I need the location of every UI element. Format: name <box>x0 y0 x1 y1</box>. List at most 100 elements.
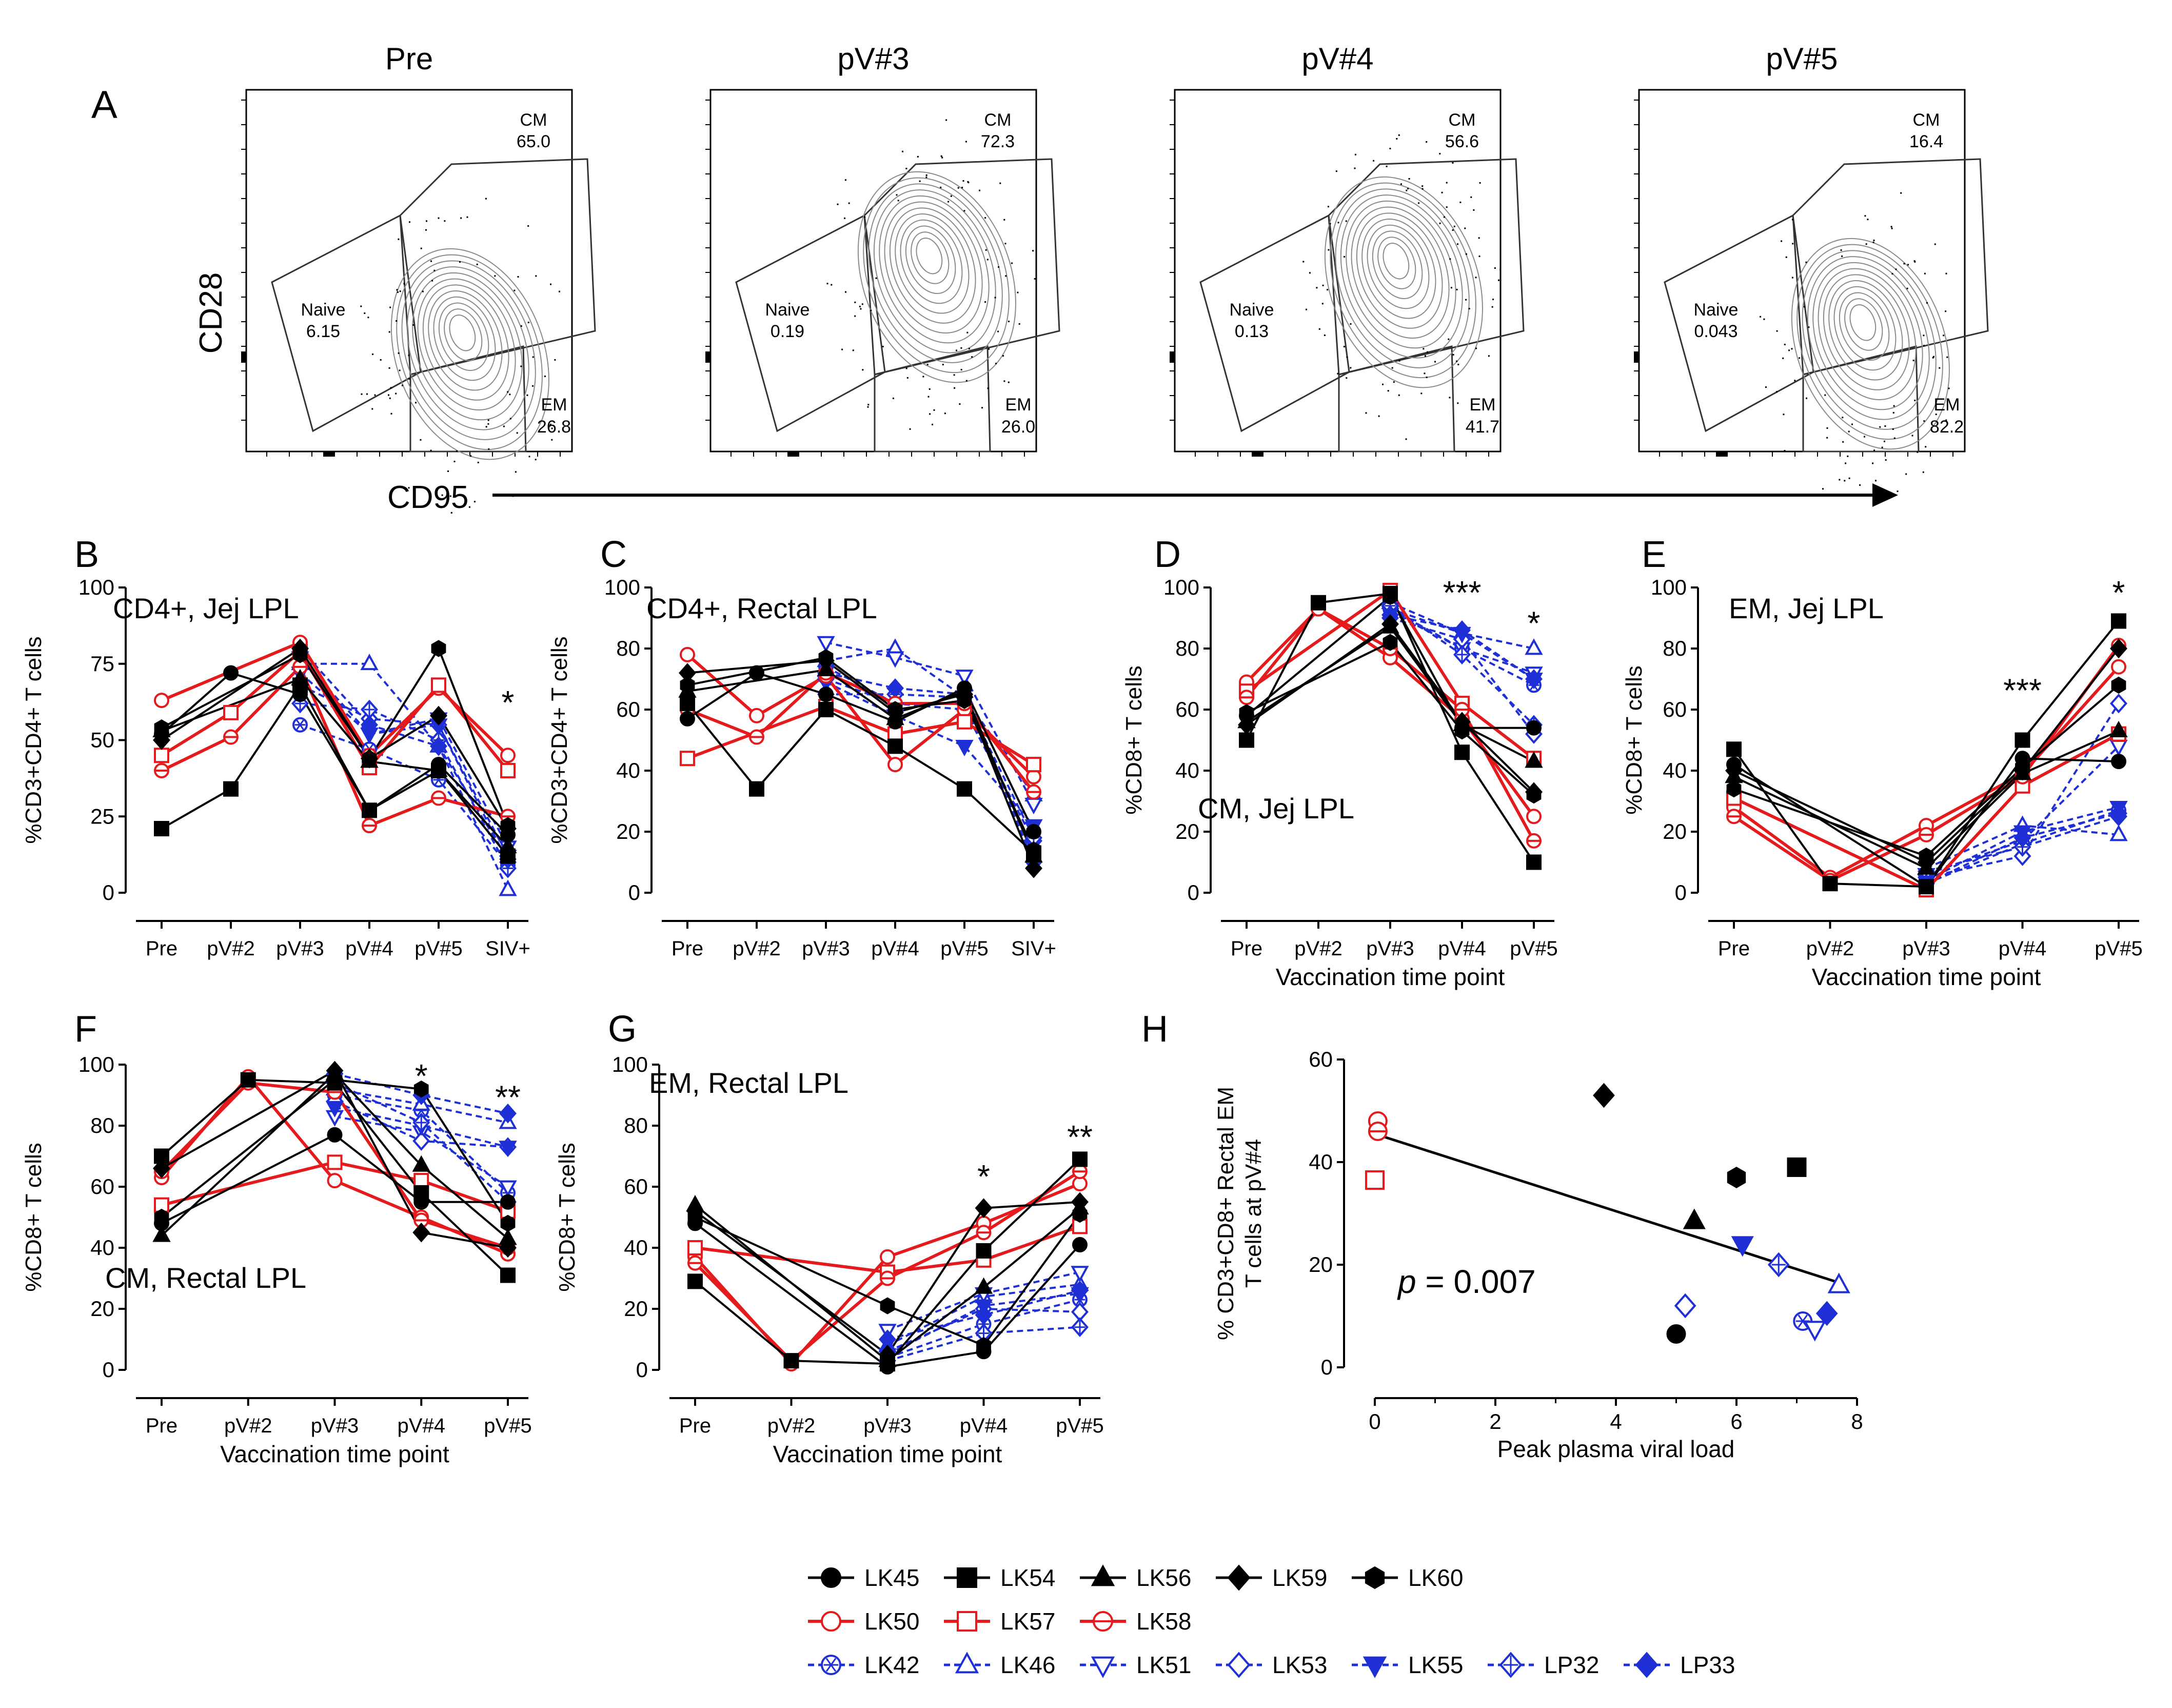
significance-marker: ** <box>1067 1118 1093 1155</box>
y-tick-label: 80 <box>624 1113 648 1137</box>
marker-lk56 <box>976 1280 991 1293</box>
x-tick-label: 4 <box>1610 1409 1622 1434</box>
marker-lk45 <box>1027 825 1040 838</box>
y-tick-label: 0 <box>103 880 114 905</box>
marker-lk58 <box>1727 810 1741 823</box>
marker-lk54 <box>1455 745 1469 759</box>
marker-lk54 <box>501 1269 515 1282</box>
marker-lk50 <box>888 758 902 771</box>
marker-lk57 <box>958 715 971 729</box>
flow-plot-3: pV#4Naive0.13CM56.6EM41.7 <box>1170 42 1524 457</box>
marker-lk50 <box>681 648 694 661</box>
y-tick-label: 20 <box>624 1297 648 1321</box>
marker-lk60 <box>502 1216 515 1231</box>
marker-lk42 <box>293 718 307 732</box>
y-tick-label: 100 <box>78 575 114 599</box>
marker-lk58 <box>363 819 376 832</box>
chart-panel-d: D 0 20 40 60 80 100 Pre pV#2 pV#3 pV#4 pV#5 %CD8+ T … <box>1121 534 1558 990</box>
marker-lk42 <box>822 1656 840 1674</box>
chart-panel-h: H02040600 2 4 6 8Peak plasma viral load% CD3… <box>1141 1009 1863 1462</box>
em-gate-label: EM <box>1470 395 1496 415</box>
legend-item-lk55: LK55 <box>1352 1652 1463 1678</box>
marker-lk58 <box>1240 691 1253 704</box>
marker-lk57 <box>501 764 515 777</box>
regression-line <box>1375 1134 1839 1283</box>
marker-lk58 <box>688 1257 702 1270</box>
significance-marker: * <box>977 1158 990 1195</box>
y-tick-label: 60 <box>1175 697 1199 721</box>
contour-density <box>1760 192 1977 492</box>
marker-lk60 <box>432 641 445 656</box>
panel-letter-f: F <box>74 1009 97 1050</box>
chart-panel-f: F020406080100Pre pV#2 pV#3 pV#4 pV#5%CD8+ T … <box>21 1009 532 1467</box>
marker-lk58 <box>432 792 445 805</box>
y-tick-label: 60 <box>1663 697 1687 721</box>
marker-lk46 <box>1829 1275 1848 1292</box>
marker-lk50 <box>1527 810 1541 823</box>
cm-gate-label: CM <box>1449 110 1476 130</box>
panel-letter-e: E <box>1642 534 1666 575</box>
series-line-lk54 <box>1734 621 2119 887</box>
em-gate <box>1803 346 1919 451</box>
marker-lk51 <box>1805 1322 1824 1339</box>
naive-gate-label: Naive <box>1230 300 1274 320</box>
p-value: p = 0.007 <box>1397 1263 1536 1300</box>
flow-y-axis-label: CD28 <box>193 272 229 354</box>
marker-lk45 <box>1073 1238 1087 1251</box>
naive-gate-label: Naive <box>1694 300 1739 320</box>
cm-percent: 16.4 <box>1909 132 1943 151</box>
marker-lk54 <box>958 1568 976 1587</box>
marker-lk58 <box>977 1226 991 1239</box>
legend-label: LK51 <box>1136 1652 1191 1678</box>
flow-plot-4: pV#5Naive0.043CM16.4EM82.2 <box>1634 42 1988 492</box>
marker-lk54 <box>242 1073 255 1087</box>
contour-density <box>360 198 577 514</box>
marker-lk54 <box>1824 877 1837 890</box>
series-line-lk56 <box>687 670 1034 856</box>
em-percent: 82.2 <box>1930 417 1964 437</box>
marker-lk54 <box>1384 587 1397 600</box>
legend-item-lk57: LK57 <box>944 1608 1055 1635</box>
legend-label: LP33 <box>1680 1652 1735 1678</box>
naive-gate <box>736 215 885 431</box>
y-tick-label: 0 <box>1188 880 1199 905</box>
em-gate-label: EM <box>1005 395 1032 415</box>
x-tick-label: 0 <box>1369 1409 1380 1434</box>
marker-lk60 <box>155 1210 168 1225</box>
series-line-lk50 <box>1734 667 2119 878</box>
marker-lk60 <box>2112 678 2125 693</box>
naive-gate-label: Naive <box>765 300 810 320</box>
marker-lk58 <box>1027 786 1040 799</box>
x-axis-label: Vaccination time point <box>773 1441 1002 1467</box>
marker-lk60 <box>1728 1168 1745 1187</box>
marker-lk54 <box>414 1186 428 1200</box>
flow-plot-title: pV#3 <box>837 42 909 76</box>
marker-lk54 <box>688 1274 702 1288</box>
em-gate <box>1339 346 1454 451</box>
marker-lk60 <box>1920 849 1933 863</box>
em-percent: 41.7 <box>1466 417 1499 437</box>
flow-cytometry-panel-a: ACD28CD95PreNaive6.15CM65.0EM26.8pV#3Nai… <box>91 42 1988 515</box>
panel-letter-a: A <box>91 83 117 127</box>
panel-letter-h: H <box>1141 1009 1168 1050</box>
legend-item-lk56: LK56 <box>1080 1564 1191 1591</box>
legend-label: LK59 <box>1272 1564 1327 1591</box>
y-tick-label: 100 <box>604 575 640 599</box>
marker-lk54 <box>224 782 238 796</box>
marker-lp32 <box>1073 1319 1088 1336</box>
x-axis-label: Vaccination time point <box>1812 964 2041 990</box>
legend-item-lk46: LK46 <box>944 1652 1055 1678</box>
marker-lk53 <box>1675 1295 1694 1317</box>
x-tick-label: pV#2 <box>733 937 780 960</box>
x-tick-label: pV#2 <box>767 1415 815 1437</box>
marker-lk60 <box>689 1210 702 1225</box>
marker-lk58 <box>155 764 168 777</box>
marker-lk60 <box>1074 1207 1087 1222</box>
p-value-number: = 0.007 <box>1416 1263 1536 1300</box>
legend-label: LK50 <box>864 1608 919 1635</box>
marker-lk54 <box>1727 742 1741 756</box>
y-axis-label: %CD8+ T cells <box>1622 665 1647 815</box>
marker-lp32 <box>1500 1654 1521 1677</box>
chart-title: EM, Rectal LPL <box>649 1067 848 1099</box>
marker-lk54 <box>1788 1159 1806 1176</box>
